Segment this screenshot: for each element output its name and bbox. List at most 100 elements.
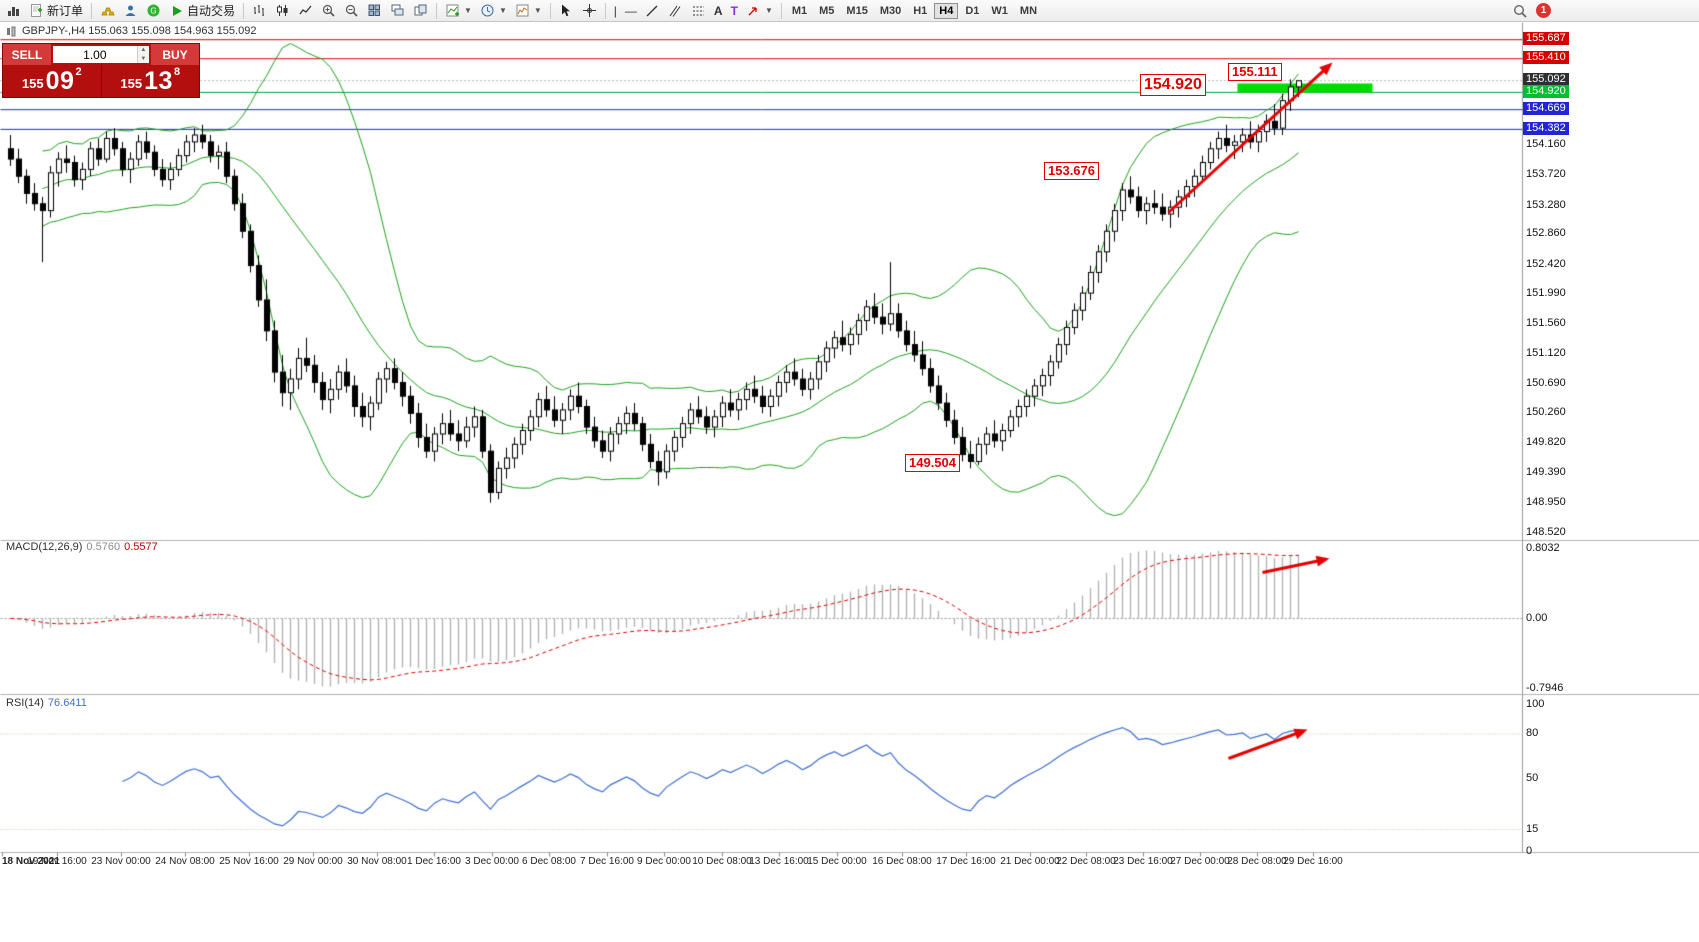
timeframe-mn-button[interactable]: MN (1019, 4, 1038, 17)
label-icon: T (730, 3, 738, 18)
hline-tool-button[interactable]: ― (621, 0, 641, 21)
line-chart-mode-button[interactable] (294, 0, 317, 21)
timeframe-toolbar: M1 M5 M15 M30 H1 H4 D1 W1 MN (786, 2, 1043, 19)
profiles-button[interactable]: ▼ (476, 0, 511, 21)
time-axis-label: 17 Dec 16:00 (936, 856, 996, 867)
account-button[interactable] (119, 0, 142, 21)
trendline-tool-button[interactable] (641, 0, 664, 21)
candlestick-mode-button[interactable] (271, 0, 294, 21)
trade-panel-top-row: SELL ▲ ▼ BUY (3, 44, 199, 65)
sell-price-sup: 2 (75, 66, 82, 78)
timeframe-m30-button[interactable]: M30 (879, 4, 902, 17)
zoom-out-button[interactable] (340, 0, 363, 21)
crosshair-tool-button[interactable] (578, 0, 601, 21)
timeframe-w1-button[interactable]: W1 (991, 4, 1008, 17)
buy-price-prefix: 155 (120, 76, 143, 91)
new-order-label: 新订单 (47, 4, 84, 18)
toolbar-separator (780, 2, 782, 19)
chart-window-icon[interactable] (2, 0, 25, 21)
time-axis-label: 19 Nov 16:00 (27, 856, 87, 867)
arrange-windows-button[interactable] (386, 0, 409, 21)
new-chart-button[interactable]: ▼ (441, 0, 476, 21)
time-axis-label: 7 Dec 16:00 (580, 856, 634, 867)
fibonacci-tool-button[interactable] (687, 0, 710, 21)
arrow-shape-icon (746, 3, 761, 18)
timeframe-d1-button[interactable]: D1 (965, 4, 980, 17)
label-tool-button[interactable]: T (727, 0, 742, 21)
timeframe-m15-button[interactable]: M15 (846, 4, 868, 17)
price-tick-label: 149.820 (1526, 436, 1566, 449)
price-tick-label: 149.390 (1526, 465, 1566, 478)
cursor-tool-button[interactable] (555, 0, 578, 21)
notification-badge[interactable]: 1 (1536, 3, 1551, 18)
timeframe-m1-button[interactable]: M1 (791, 4, 808, 17)
gold-button[interactable] (96, 0, 119, 21)
price-tick-label: 152.420 (1526, 257, 1566, 270)
new-chart-icon (445, 3, 460, 18)
text-tool-button[interactable]: A (710, 0, 727, 21)
time-axis-label: 6 Dec 08:00 (522, 856, 576, 867)
time-axis-label: 25 Nov 16:00 (219, 856, 279, 867)
horizontal-line-icon: ― (624, 3, 637, 18)
tile-windows-button[interactable] (363, 0, 386, 21)
green-circle-icon: G (146, 3, 161, 18)
price-tick-label: 151.990 (1526, 287, 1566, 300)
channel-icon (668, 3, 683, 18)
price-annotation: 149.504 (905, 454, 960, 473)
one-click-trading-panel: SELL ▲ ▼ BUY 155 09 2 155 13 8 (3, 44, 199, 97)
price-annotation: 154.920 (1140, 74, 1206, 96)
volume-increase-button[interactable]: ▲ (137, 46, 149, 55)
svg-text:G: G (150, 7, 156, 16)
search-icon[interactable] (1512, 3, 1527, 18)
new-order-button[interactable]: 新订单 (25, 0, 87, 21)
time-axis-label: 18 Nov 2021 (2, 856, 60, 867)
sell-button[interactable]: SELL (3, 44, 51, 65)
trade-panel-price-row: 155 09 2 155 13 8 (3, 65, 199, 97)
rsi-axis-label: 50 (1526, 771, 1539, 784)
price-tick-label: 152.860 (1526, 227, 1566, 240)
zoom-in-button[interactable] (317, 0, 340, 21)
vline-tool-button[interactable]: | (610, 0, 621, 21)
macd-axis-label: 0.8032 (1526, 542, 1560, 554)
macd-axis-label: -0.7946 (1526, 682, 1564, 694)
timeframe-h4-button[interactable]: H4 (934, 2, 959, 19)
community-button[interactable]: G (142, 0, 165, 21)
bar-chart-icon (252, 3, 267, 18)
chevron-down-icon: ▼ (498, 6, 507, 15)
price-tick-label: 151.120 (1526, 347, 1566, 360)
gold-icon (100, 3, 115, 18)
timeframe-m5-button[interactable]: M5 (819, 4, 835, 17)
toolbar-separator (549, 2, 551, 19)
price-level-label-blue: 154.382 (1523, 121, 1569, 135)
fibonacci-icon (691, 3, 706, 18)
volume-input[interactable] (53, 46, 137, 63)
toolbar-right: 1 (1512, 3, 1551, 18)
macd-signal-value: 0.5577 (124, 541, 158, 553)
chart-title: GBPJPY-,H4 155.063 155.098 154.963 155.0… (6, 25, 256, 37)
buy-price[interactable]: 155 13 8 (100, 65, 200, 97)
bar-chart-mode-button[interactable] (248, 0, 271, 21)
auto-trading-button[interactable]: 自动交易 (165, 0, 239, 21)
macd-name: MACD(12,26,9) (6, 541, 83, 553)
time-axis-label: 23 Nov 00:00 (91, 856, 151, 867)
chevron-down-icon: ▼ (533, 6, 542, 15)
vertical-line-icon: | (613, 3, 617, 18)
cascade-windows-button[interactable] (409, 0, 432, 21)
price-tick-label: 154.160 (1526, 138, 1566, 151)
chevron-down-icon: ▼ (764, 6, 773, 15)
shapes-tool-button[interactable]: ▼ (742, 0, 777, 21)
cascade-windows-icon (413, 3, 428, 18)
channel-tool-button[interactable] (664, 0, 687, 21)
timeframe-h1-button[interactable]: H1 (913, 4, 928, 17)
volume-decrease-button[interactable]: ▼ (137, 54, 149, 63)
clock-icon (480, 3, 495, 18)
buy-button[interactable]: BUY (151, 44, 199, 65)
text-icon: A (713, 3, 723, 18)
line-chart-icon (298, 3, 313, 18)
mini-chart-icon (6, 3, 21, 18)
sell-price[interactable]: 155 09 2 (3, 65, 101, 97)
trendline-icon (645, 3, 660, 18)
indicators-button[interactable]: ▼ (511, 0, 546, 21)
time-axis-label: 23 Dec 16:00 (1113, 856, 1173, 867)
